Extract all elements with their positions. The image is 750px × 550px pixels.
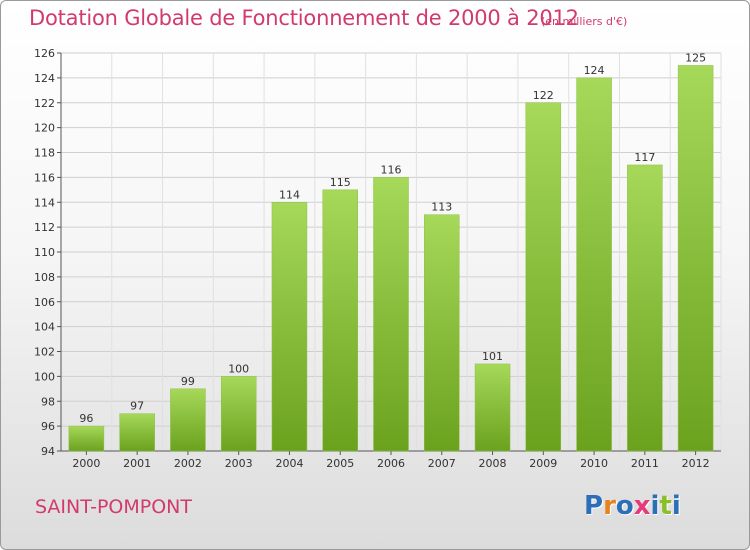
data-label-2011: 117 — [634, 151, 655, 164]
x-tick-label-2012: 2012 — [682, 457, 710, 470]
x-tick-label-2002: 2002 — [174, 457, 202, 470]
logo-letter: o — [615, 491, 634, 521]
y-tick-label: 120 — [34, 122, 55, 135]
commune-name: SAINT-POMPONT — [35, 496, 192, 518]
x-tick-label-2005: 2005 — [326, 457, 354, 470]
data-label-2000: 96 — [79, 412, 93, 425]
x-tick-label-2010: 2010 — [580, 457, 608, 470]
chart-title: Dotation Globale de Fonctionnement de 20… — [29, 6, 579, 30]
bar-2007 — [424, 214, 460, 452]
data-label-2007: 113 — [431, 201, 452, 214]
y-tick-label: 96 — [41, 420, 55, 433]
data-label-2005: 115 — [330, 176, 351, 189]
y-tick-label: 126 — [34, 47, 55, 60]
bar-2012 — [677, 65, 714, 452]
x-tick-label-2011: 2011 — [631, 457, 659, 470]
data-label-2010: 124 — [584, 64, 605, 77]
y-tick-label: 108 — [34, 271, 55, 284]
data-label-2012: 125 — [685, 51, 706, 64]
y-tick-label: 94 — [41, 445, 55, 458]
labels: 96 97 99 100 114 115 116 113 101 122 124 117 125 — [79, 51, 706, 425]
data-label-2009: 122 — [533, 89, 554, 102]
data-label-2004: 114 — [279, 188, 300, 201]
bar-2010 — [576, 77, 612, 452]
bar-2008 — [474, 363, 511, 452]
data-label-2006: 116 — [381, 163, 402, 176]
x-tick-label-2004: 2004 — [275, 457, 303, 470]
logo-letter: x — [633, 491, 651, 521]
bar-2004 — [271, 202, 308, 452]
data-label-2003: 100 — [228, 362, 249, 375]
x-tick-label-2007: 2007 — [428, 457, 456, 470]
x-tick-label-2006: 2006 — [377, 457, 405, 470]
y-tick-label: 100 — [34, 370, 55, 383]
bar-2009 — [525, 102, 562, 452]
y-tick-label: 110 — [34, 246, 55, 259]
bar-2011 — [627, 164, 663, 452]
x-tick-label-2001: 2001 — [123, 457, 151, 470]
y-tick-label: 106 — [34, 296, 55, 309]
y-tick-label: 104 — [34, 321, 55, 334]
y-tick-label: 98 — [41, 395, 55, 408]
bars — [68, 65, 714, 452]
y-tick-label: 102 — [34, 346, 55, 359]
data-label-2002: 99 — [181, 375, 195, 388]
logo-letter: r — [603, 491, 616, 521]
logo-letter: i — [671, 491, 681, 521]
axes: 94 96 98 100 102 104 106 108 110 112 114 116 118 120 1… — [34, 47, 721, 470]
bar-2006 — [373, 177, 409, 452]
y-tick-label: 116 — [34, 171, 55, 184]
data-label-2001: 97 — [130, 400, 144, 413]
proxiti-logo: Proxiti — [584, 491, 681, 521]
logo-letter: P — [584, 491, 604, 521]
y-tick-label: 112 — [34, 221, 55, 234]
x-tick-label-2008: 2008 — [479, 457, 507, 470]
y-tick-label: 114 — [34, 196, 55, 209]
logo-letter: t — [659, 491, 672, 521]
x-tick-label-2000: 2000 — [72, 457, 100, 470]
data-label-2008: 101 — [482, 350, 503, 363]
bar-2003 — [220, 376, 257, 452]
y-tick-label: 118 — [34, 147, 55, 160]
logo-letter: i — [650, 491, 660, 521]
y-tick-label: 124 — [34, 72, 55, 85]
bar-2001 — [119, 413, 155, 452]
bar-2000 — [68, 425, 105, 452]
chart-unit: (en milliers d'€) — [541, 15, 628, 28]
x-tick-label-2009: 2009 — [529, 457, 557, 470]
bar-2005 — [322, 189, 358, 452]
bar-2002 — [170, 388, 206, 452]
x-tick-label-2003: 2003 — [225, 457, 253, 470]
y-tick-label: 122 — [34, 97, 55, 110]
